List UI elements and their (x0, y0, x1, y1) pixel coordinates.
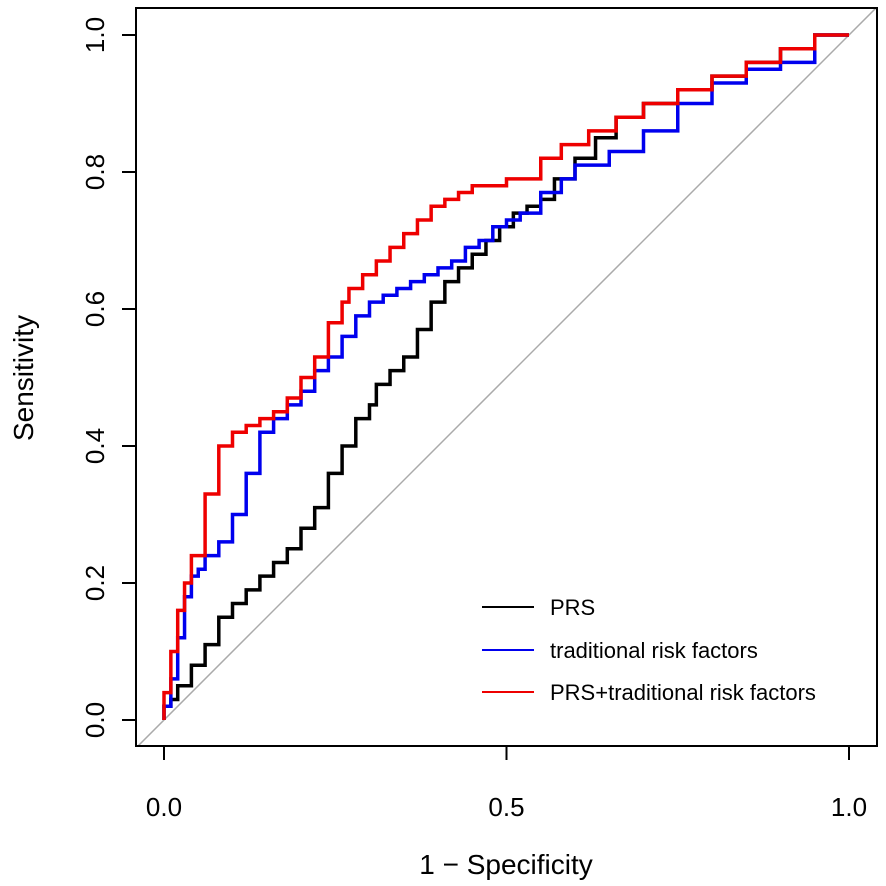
y-axis-title: Sensitivity (8, 315, 39, 441)
y-tick-label: 0.2 (80, 565, 110, 601)
series-line-combined (162, 33, 849, 720)
legend-label-traditional: traditional risk factors (550, 638, 758, 663)
chance-diagonal-line (136, 8, 877, 746)
series-line-traditional (162, 33, 849, 720)
x-axis-title: 1 − Specificity (419, 849, 593, 880)
legend-label-combined: PRS+traditional risk factors (550, 680, 816, 705)
y-tick-label: 1.0 (80, 17, 110, 53)
y-tick-label: 0.8 (80, 154, 110, 190)
y-tick-label: 0.6 (80, 291, 110, 327)
legend-label-prs: PRS (550, 595, 595, 620)
x-axis: 0.0 0.5 1.0 (146, 745, 867, 822)
x-tick-label: 1.0 (831, 792, 867, 822)
legend: PRS traditional risk factors PRS+traditi… (482, 595, 816, 705)
y-tick-label: 0.4 (80, 428, 110, 464)
x-tick-label: 0.0 (146, 792, 182, 822)
x-tick-label: 0.5 (488, 792, 524, 822)
y-tick-label: 0.0 (80, 702, 110, 738)
series-layer (162, 33, 849, 720)
reference-line-layer (136, 8, 877, 746)
y-axis: 0.0 0.2 0.4 0.6 0.8 1.0 (80, 17, 137, 738)
